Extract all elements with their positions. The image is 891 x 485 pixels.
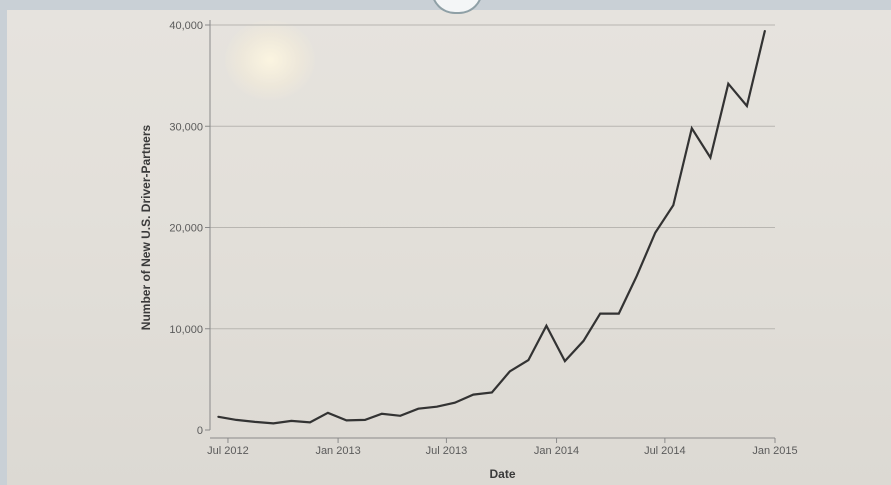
- data-point: [290, 420, 293, 422]
- data-point: [564, 360, 566, 362]
- y-tick-label: 40,000: [169, 20, 203, 32]
- y-tick-label: 0: [197, 425, 203, 437]
- data-point: [746, 105, 748, 107]
- data-point: [691, 127, 693, 130]
- data-point: [527, 359, 530, 361]
- data-point: [436, 405, 438, 408]
- data-point: [381, 413, 383, 415]
- y-axis-title: Number of New U.S. Driver-Partners: [139, 124, 153, 330]
- data-point: [599, 312, 601, 315]
- data-point: [709, 156, 712, 159]
- x-axis-ticks: Jul 2012 Jan 2013 Jul 2013 Jan 2014 Jul 2014…: [207, 438, 798, 457]
- x-tick-label: Jan 2014: [534, 445, 579, 457]
- data-point: [417, 407, 420, 410]
- data-point: [491, 391, 493, 394]
- data-point: [509, 370, 511, 373]
- axes: [209, 20, 775, 439]
- data-point: [727, 82, 730, 85]
- data-point: [545, 324, 548, 327]
- data-point: [272, 422, 275, 425]
- data-point: [399, 415, 402, 417]
- data-point: [217, 416, 220, 418]
- y-tick-label: 20,000: [169, 223, 203, 235]
- data-point: [254, 421, 256, 423]
- series-layer: [217, 30, 766, 425]
- data-point: [472, 393, 475, 396]
- x-tick-label: Jul 2012: [207, 445, 249, 457]
- x-tick-label: Jan 2015: [752, 445, 797, 457]
- x-tick-label: Jul 2013: [426, 445, 468, 457]
- data-point: [345, 419, 348, 422]
- data-point: [454, 401, 456, 404]
- data-point: [309, 421, 311, 424]
- data-point: [582, 340, 585, 342]
- gridlines: [210, 24, 775, 330]
- data-point: [672, 204, 675, 206]
- data-point: [618, 312, 620, 315]
- data-point: [764, 30, 766, 32]
- data-point: [327, 412, 329, 414]
- y-tick-label: 10,000: [169, 324, 203, 336]
- data-point: [235, 419, 238, 421]
- x-axis-title: Date: [489, 467, 515, 481]
- x-tick-label: Jul 2014: [644, 445, 686, 457]
- data-point: [364, 419, 366, 421]
- y-axis-ticks: 0 10,000 20,000 30,000 40,000: [169, 20, 210, 437]
- data-point: [654, 231, 657, 234]
- screen-surface: [7, 10, 891, 485]
- y-tick-label: 30,000: [169, 121, 203, 133]
- x-tick-label: Jan 2013: [315, 445, 360, 457]
- data-point: [635, 275, 638, 277]
